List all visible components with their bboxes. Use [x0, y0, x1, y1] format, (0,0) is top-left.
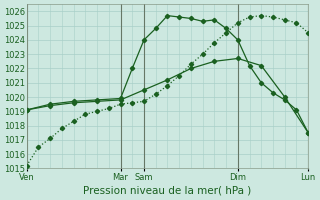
X-axis label: Pression niveau de la mer( hPa ): Pression niveau de la mer( hPa )	[83, 186, 252, 196]
